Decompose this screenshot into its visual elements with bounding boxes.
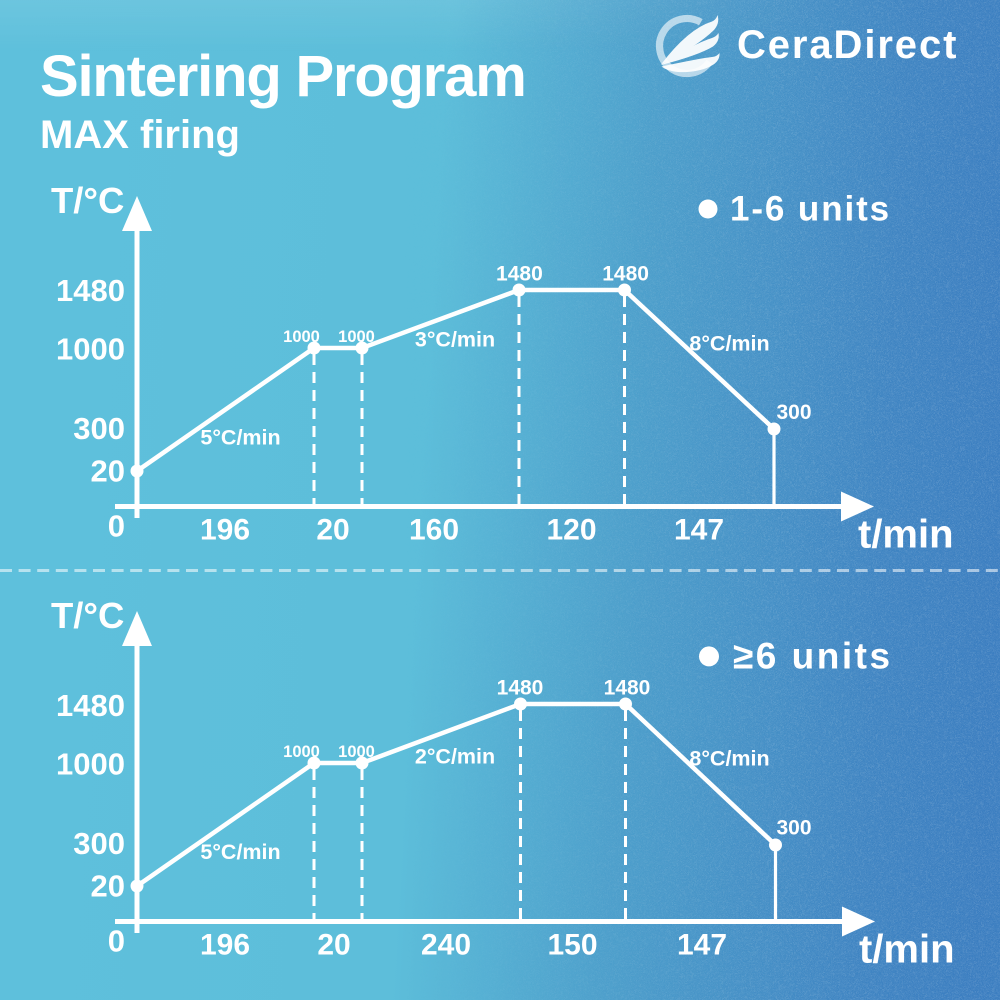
svg-text:147: 147 [674, 514, 724, 547]
svg-text:240: 240 [421, 929, 471, 962]
svg-text:1480: 1480 [56, 688, 125, 723]
svg-text:196: 196 [200, 929, 250, 962]
svg-text:300: 300 [776, 401, 811, 424]
svg-text:5°C/min: 5°C/min [200, 426, 280, 450]
svg-text:1000: 1000 [283, 328, 320, 346]
svg-text:20: 20 [91, 869, 125, 904]
svg-text:1000: 1000 [338, 743, 375, 761]
svg-text:1-6 units: 1-6 units [730, 190, 891, 229]
svg-text:1480: 1480 [56, 273, 125, 308]
svg-text:1000: 1000 [56, 332, 125, 367]
svg-text:1000: 1000 [338, 328, 375, 346]
svg-text:300: 300 [73, 411, 125, 446]
svg-text:150: 150 [547, 929, 597, 962]
svg-text:≥6 units: ≥6 units [733, 636, 893, 677]
svg-text:1480: 1480 [497, 677, 544, 700]
svg-text:8°C/min: 8°C/min [689, 332, 769, 356]
svg-text:MAX firing: MAX firing [40, 113, 240, 157]
svg-text:0: 0 [108, 924, 125, 959]
svg-text:0: 0 [108, 509, 125, 544]
svg-text:20: 20 [316, 514, 349, 547]
svg-text:147: 147 [677, 929, 727, 962]
svg-text:Sintering Program: Sintering Program [40, 44, 526, 109]
svg-text:T/°C: T/°C [51, 595, 124, 636]
svg-text:300: 300 [776, 817, 811, 840]
svg-text:t/min: t/min [859, 928, 955, 972]
svg-text:120: 120 [546, 514, 596, 547]
svg-text:t/min: t/min [858, 513, 954, 557]
svg-text:1000: 1000 [283, 743, 320, 761]
svg-text:20: 20 [317, 929, 350, 962]
svg-text:300: 300 [73, 826, 125, 861]
svg-text:8°C/min: 8°C/min [689, 747, 769, 771]
svg-text:20: 20 [91, 454, 125, 489]
svg-text:1480: 1480 [604, 677, 651, 700]
svg-text:2°C/min: 2°C/min [415, 744, 495, 768]
svg-text:160: 160 [409, 514, 459, 547]
svg-text:196: 196 [200, 514, 250, 547]
svg-text:3°C/min: 3°C/min [415, 328, 495, 352]
svg-text:1480: 1480 [496, 263, 543, 286]
svg-text:5°C/min: 5°C/min [200, 840, 280, 864]
svg-text:1000: 1000 [56, 747, 125, 782]
svg-text:CeraDirect: CeraDirect [737, 23, 958, 67]
svg-text:1480: 1480 [602, 263, 649, 286]
svg-text:T/°C: T/°C [51, 180, 124, 221]
